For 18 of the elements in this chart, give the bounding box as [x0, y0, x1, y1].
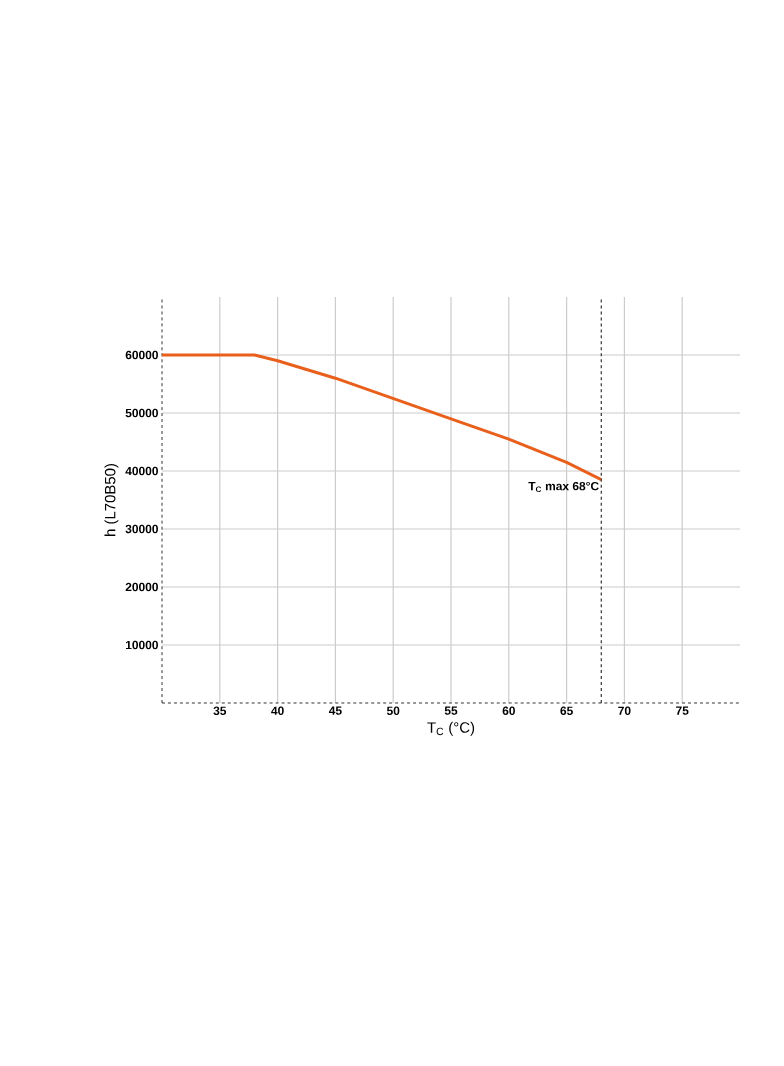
- x-tick-label: 70: [618, 706, 631, 715]
- y-tick-label: 60000: [125, 350, 158, 360]
- x-axis-title: T$_{C}$ (°C): [427, 721, 475, 736]
- y-axis-title: h (L70B50): [104, 463, 119, 536]
- y-tick-label: 30000: [125, 524, 158, 534]
- x-tick-label: 50: [386, 706, 400, 715]
- ref-line-label: T$_{C}$ max 68°C: [528, 481, 599, 493]
- x-tick-label: 60: [502, 706, 515, 715]
- x-tick-label: 40: [271, 706, 284, 715]
- y-tick-label: 50000: [125, 408, 158, 418]
- y-tick-label: 20000: [125, 582, 158, 592]
- x-tick-label: 45: [328, 706, 342, 715]
- x-tick-label: 65: [560, 706, 573, 715]
- y-tick-label: 40000: [125, 466, 158, 476]
- x-tick-label: 55: [444, 706, 458, 715]
- x-tick-label: 35: [213, 706, 227, 715]
- y-tick-label: 10000: [125, 640, 158, 650]
- x-tick-label: 75: [676, 706, 689, 715]
